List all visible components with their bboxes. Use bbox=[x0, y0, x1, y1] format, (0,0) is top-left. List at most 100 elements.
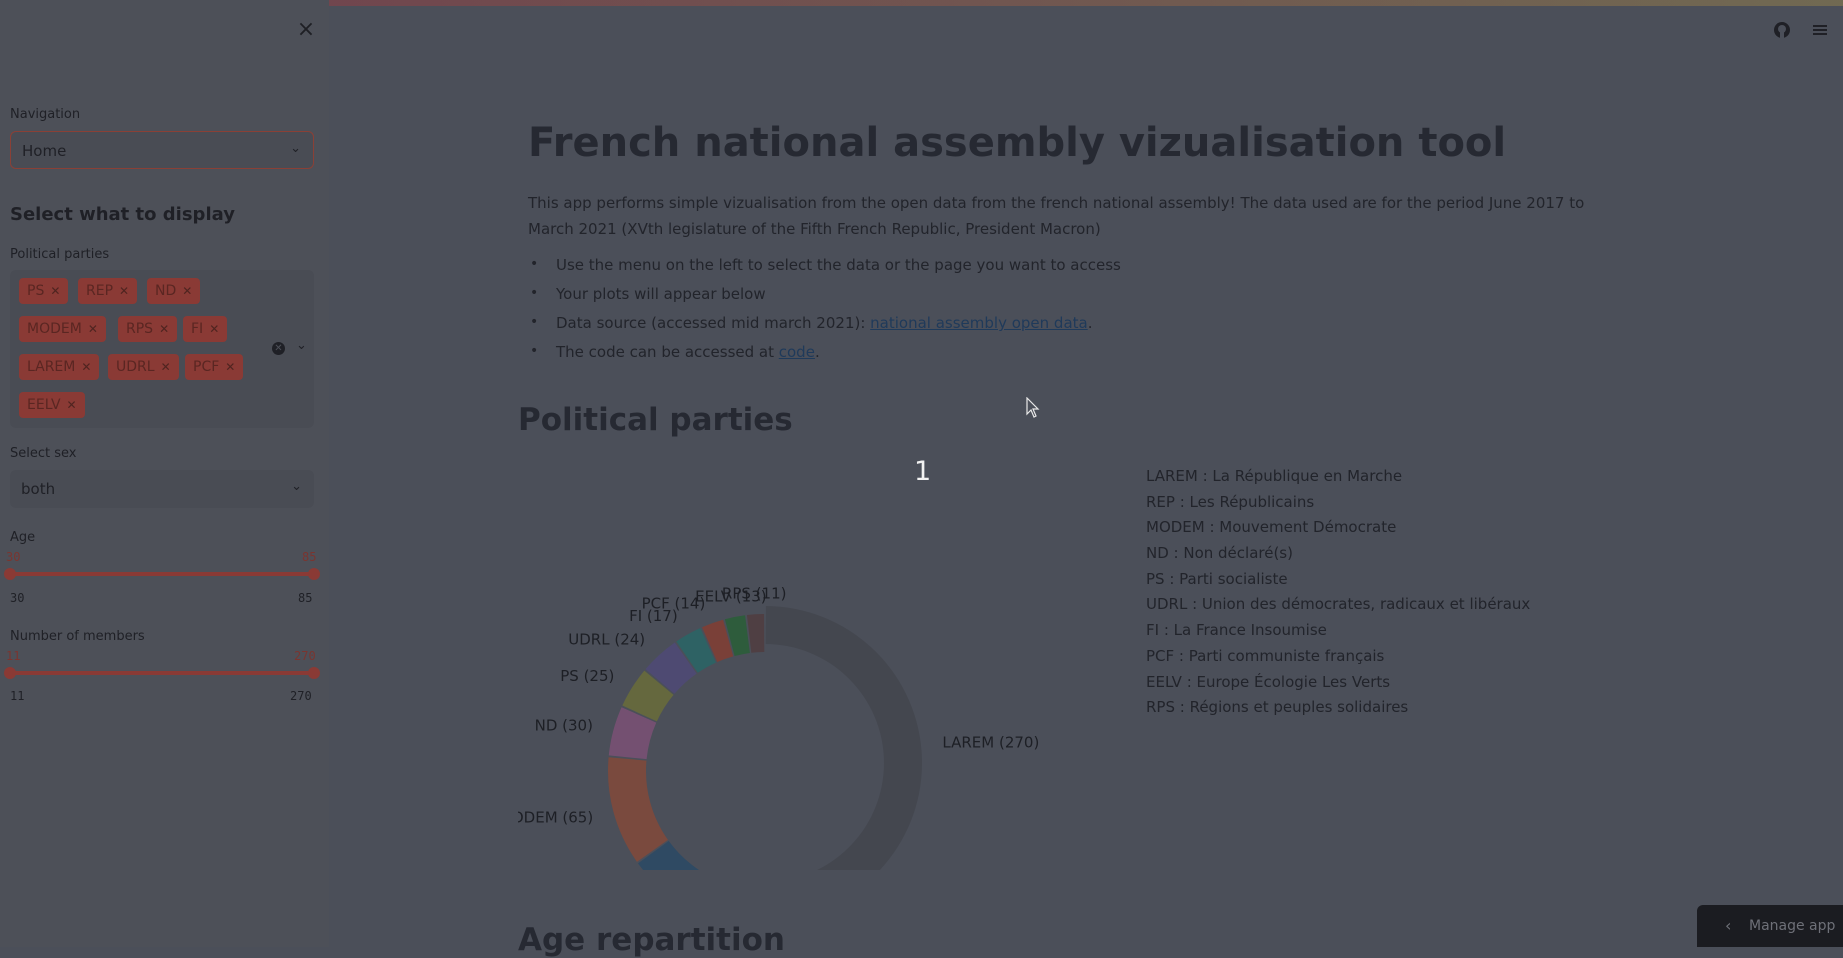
github-icon[interactable] bbox=[1772, 20, 1792, 40]
members-slider-max-handle[interactable] bbox=[308, 667, 320, 679]
legend-item: FI : La France Insoumise bbox=[1146, 621, 1327, 640]
remove-tag-icon[interactable]: ✕ bbox=[66, 398, 77, 412]
chevron-left-icon: ‹ bbox=[1725, 916, 1732, 935]
members-slider-track[interactable] bbox=[10, 671, 314, 675]
info-list: Use the menu on the left to select the d… bbox=[528, 256, 1121, 372]
slice-ps[interactable] bbox=[622, 670, 674, 722]
manage-app-button[interactable]: ‹ Manage app bbox=[1697, 905, 1843, 947]
section-political-parties: Political parties bbox=[518, 402, 793, 438]
slice-fi[interactable] bbox=[676, 627, 716, 673]
navigation-label: Navigation bbox=[10, 107, 81, 122]
parties-label: Political parties bbox=[10, 247, 110, 262]
chevron-down-icon: ⌄ bbox=[290, 141, 301, 156]
age-slider-max-handle[interactable] bbox=[308, 568, 320, 580]
intro-paragraph: This app performs simple vizualisation f… bbox=[528, 194, 1585, 238]
slice-pcf[interactable] bbox=[702, 619, 734, 662]
remove-tag-icon[interactable]: ✕ bbox=[209, 322, 220, 336]
sex-select[interactable]: both ⌄ bbox=[10, 470, 314, 508]
tag-larem[interactable]: LAREM ✕ bbox=[19, 354, 100, 380]
legend-item: PCF : Parti communiste français bbox=[1146, 646, 1385, 665]
legend-item: REP : Les Républicains bbox=[1146, 492, 1315, 511]
remove-tag-icon[interactable]: ✕ bbox=[87, 322, 98, 336]
mouse-cursor-icon bbox=[1026, 397, 1040, 418]
list-item: The code can be accessed at code. bbox=[528, 343, 1121, 372]
age-value-low: 30 bbox=[6, 550, 21, 564]
legend-item: LAREM : La République en Marche bbox=[1146, 467, 1403, 485]
label-fi: FI (17) bbox=[629, 607, 678, 625]
tag-nd[interactable]: ND ✕ bbox=[147, 278, 201, 304]
open-data-link[interactable]: national assembly open data bbox=[870, 314, 1088, 332]
label-pcf: PCF (14) bbox=[642, 594, 706, 612]
select-heading: Select what to display bbox=[10, 204, 235, 225]
members-label: Number of members bbox=[10, 629, 145, 644]
age-slider-track[interactable] bbox=[10, 572, 314, 576]
age-range-min: 30 bbox=[10, 591, 25, 605]
legend-item: EELV : Europe Écologie Les Verts bbox=[1146, 672, 1391, 691]
navigation-select[interactable]: Home ⌄ bbox=[10, 131, 314, 169]
remove-tag-icon[interactable]: ✕ bbox=[225, 360, 236, 374]
tag-udrl[interactable]: UDRL ✕ bbox=[108, 354, 179, 380]
label-eelv: EELV (13) bbox=[695, 587, 766, 605]
slice-rps[interactable] bbox=[746, 614, 765, 653]
tag-eelv[interactable]: EELV ✕ bbox=[19, 392, 85, 418]
legend-item: UDRL : Union des démocrates, radicaux et… bbox=[1146, 595, 1531, 614]
legend-item: MODEM : Mouvement Démocrate bbox=[1146, 518, 1397, 537]
slice-larem[interactable] bbox=[765, 606, 922, 870]
label-modem: MODEM (65) bbox=[518, 809, 593, 827]
members-range-max: 270 bbox=[290, 689, 312, 703]
age-value-high: 85 bbox=[302, 550, 317, 564]
legend-item: RPS : Régions et peuples solidaires bbox=[1146, 698, 1409, 717]
section-age-repartition: Age repartition bbox=[518, 922, 785, 958]
members-range-min: 11 bbox=[10, 689, 25, 703]
tag-rep[interactable]: REP ✕ bbox=[78, 278, 138, 304]
tag-modem[interactable]: MODEM ✕ bbox=[19, 316, 106, 342]
tag-pcf[interactable]: PCF ✕ bbox=[185, 354, 244, 380]
slice-udrl[interactable] bbox=[645, 642, 697, 694]
list-item: Use the menu on the left to select the d… bbox=[528, 256, 1121, 285]
remove-tag-icon[interactable]: ✕ bbox=[160, 360, 171, 374]
remove-tag-icon[interactable]: ✕ bbox=[81, 360, 92, 374]
chevron-down-icon[interactable]: ⌄ bbox=[296, 338, 307, 353]
slice-nd[interactable] bbox=[608, 707, 657, 760]
slice-eelv[interactable] bbox=[724, 615, 750, 656]
chevron-down-icon: ⌄ bbox=[291, 479, 302, 494]
sex-label: Select sex bbox=[10, 446, 77, 461]
parties-multiselect[interactable]: PS ✕ REP ✕ ND ✕ MODEM ✕ RPS ✕ FI ✕ LAREM ✕ UDRL… bbox=[10, 270, 314, 428]
label-rps: RPS (11) bbox=[722, 584, 787, 602]
legend-item: ND : Non déclaré(s) bbox=[1146, 544, 1293, 563]
sex-value: both bbox=[21, 480, 56, 498]
slice-modem[interactable] bbox=[608, 757, 668, 862]
members-value-low: 11 bbox=[6, 649, 21, 663]
slice-rep[interactable] bbox=[638, 840, 790, 870]
age-slider-min-handle[interactable] bbox=[4, 568, 16, 580]
members-value-high: 270 bbox=[294, 649, 316, 663]
label-nd: ND (30) bbox=[535, 716, 593, 734]
remove-tag-icon[interactable]: ✕ bbox=[119, 284, 130, 298]
age-range-max: 85 bbox=[298, 591, 313, 605]
members-slider-min-handle[interactable] bbox=[4, 667, 16, 679]
parties-donut-chart: LAREM (270)REP (101)MODEM (65)ND (30)PS … bbox=[518, 584, 1039, 870]
hamburger-menu-icon[interactable] bbox=[1810, 20, 1830, 40]
code-link[interactable]: code bbox=[778, 343, 815, 361]
clear-all-icon[interactable]: ✕ bbox=[272, 342, 285, 355]
tag-rps[interactable]: RPS ✕ bbox=[118, 316, 178, 342]
tag-ps[interactable]: PS ✕ bbox=[19, 278, 69, 304]
navigation-value: Home bbox=[22, 142, 67, 160]
close-icon[interactable]: × bbox=[296, 17, 316, 42]
tag-fi[interactable]: FI ✕ bbox=[183, 316, 228, 342]
sidebar: × Navigation Home ⌄ Select what to displ… bbox=[0, 0, 329, 947]
remove-tag-icon[interactable]: ✕ bbox=[50, 284, 61, 298]
list-item: Your plots will appear below bbox=[528, 285, 1121, 314]
party-legend-list: LAREM : La République en Marche REP : Le… bbox=[1146, 467, 1530, 724]
step-number-overlay: 1 bbox=[914, 456, 932, 487]
label-udrl: UDRL (24) bbox=[568, 630, 645, 648]
top-decoration-bar bbox=[0, 0, 1843, 6]
remove-tag-icon[interactable]: ✕ bbox=[159, 322, 170, 336]
page-title: French national assembly vizualisation t… bbox=[528, 120, 1507, 166]
legend-item: PS : Parti socialiste bbox=[1146, 569, 1288, 588]
label-larem: LAREM (270) bbox=[942, 733, 1039, 751]
list-item: Data source (accessed mid march 2021): n… bbox=[528, 314, 1121, 343]
label-ps: PS (25) bbox=[560, 667, 614, 685]
remove-tag-icon[interactable]: ✕ bbox=[182, 284, 193, 298]
age-label: Age bbox=[10, 530, 36, 545]
